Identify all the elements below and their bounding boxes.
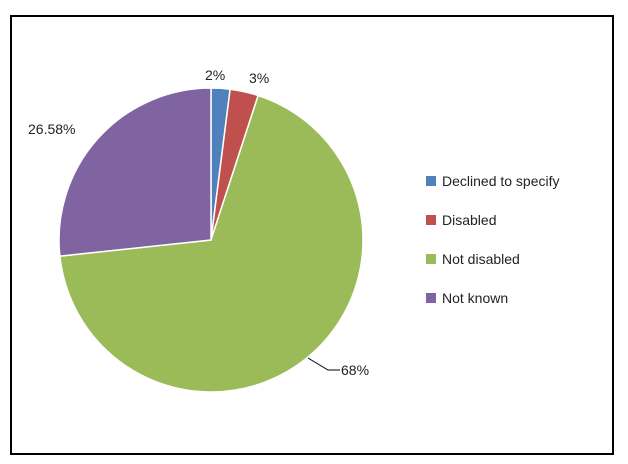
pie-slices	[58, 87, 364, 393]
legend-label: Declined to specify	[442, 173, 560, 189]
legend-swatch	[426, 293, 436, 303]
pie-slice-not-disabled	[59, 94, 364, 393]
legend-label: Not disabled	[442, 251, 520, 267]
legend-label: Disabled	[442, 212, 496, 228]
legend: Declined to specify Disabled Not disabled N…	[426, 173, 560, 306]
data-label: 2%	[205, 67, 225, 83]
data-label: 68%	[341, 362, 369, 378]
data-labels: 2% 3% 68% 26.58%	[28, 67, 369, 378]
legend-swatch	[426, 176, 436, 186]
legend-swatch	[426, 254, 436, 264]
legend-label: Not known	[442, 290, 508, 306]
data-label: 3%	[249, 70, 269, 86]
data-label: 26.58%	[28, 121, 75, 137]
leader-line	[307, 357, 340, 371]
pie-slice-not-known	[58, 87, 212, 257]
legend-swatch	[426, 215, 436, 225]
